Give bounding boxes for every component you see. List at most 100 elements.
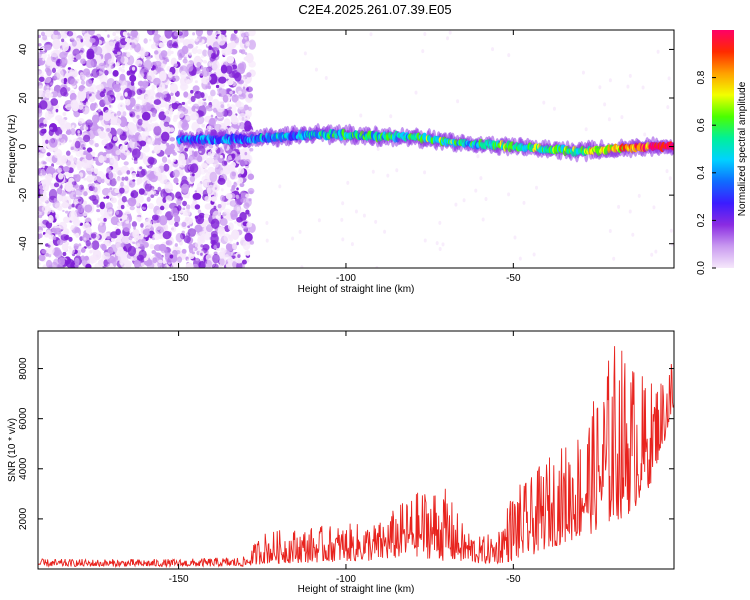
noise-speck (202, 223, 207, 228)
noise-speck (476, 154, 480, 159)
noise-speck (45, 200, 52, 207)
noise-speck (156, 86, 163, 93)
snr-panel: -150 -100 -50 2000 4000 6000 8000 Height of s… (7, 330, 675, 595)
noise-speck (99, 111, 103, 116)
noise-speck (47, 244, 51, 248)
noise-speck (160, 247, 168, 254)
noise-speck (236, 206, 241, 211)
noise-speck (75, 185, 82, 191)
noise-speck (203, 213, 210, 219)
noise-speck (38, 181, 42, 185)
noise-speck (210, 114, 214, 118)
noise-speck (187, 43, 194, 49)
noise-speck (220, 200, 227, 209)
noise-speck (628, 209, 632, 214)
noise-speck (158, 52, 166, 61)
colorbar-axis: 0.0 0.2 0.4 0.6 0.8 (696, 70, 716, 275)
noise-speck (144, 234, 148, 238)
noise-speck (45, 181, 50, 187)
noise-speck (57, 167, 62, 173)
noise-speck (65, 258, 75, 268)
noise-speck (63, 230, 68, 235)
noise-speck (204, 203, 212, 210)
noise-speck (39, 123, 45, 129)
noise-speck (125, 220, 130, 224)
noise-speck (231, 171, 237, 177)
noise-speck (241, 259, 247, 265)
noise-speck (237, 173, 243, 179)
noise-speck (194, 38, 199, 42)
noise-speck (187, 228, 197, 237)
noise-speck (177, 49, 186, 59)
noise-speck (41, 145, 47, 153)
noise-speck (159, 205, 165, 211)
noise-speck (220, 194, 225, 202)
noise-speck (234, 221, 237, 224)
noise-speck (177, 110, 185, 118)
noise-speck (174, 243, 178, 247)
noise-speck (163, 163, 170, 172)
noise-speck (39, 197, 44, 201)
spectrogram-ylabel: Frequency (Hz) (7, 115, 18, 184)
noise-speck (217, 30, 222, 35)
noise-speck (45, 229, 51, 236)
noise-speck (132, 228, 140, 239)
snr-xlabel: Height of straight line (km) (298, 584, 415, 595)
noise-speck (128, 235, 133, 241)
noise-speck (300, 265, 304, 268)
noise-speck (148, 165, 152, 169)
noise-speck (584, 127, 588, 132)
noise-speck (43, 118, 48, 125)
noise-speck (200, 92, 205, 99)
noise-speck (120, 242, 126, 247)
noise-speck (669, 228, 673, 233)
noise-speck (518, 256, 522, 261)
noise-speck (187, 258, 190, 262)
noise-speck (150, 55, 153, 58)
noise-speck (350, 242, 354, 247)
noise-speck (223, 118, 231, 128)
noise-speck (115, 167, 124, 176)
signal-core (670, 143, 674, 151)
noise-speck (51, 109, 56, 114)
noise-speck (119, 116, 128, 128)
noise-speck (207, 82, 211, 86)
noise-speck (116, 110, 122, 117)
spectrogram-heatmap (38, 30, 674, 268)
noise-speck (129, 111, 136, 118)
noise-speck (143, 59, 153, 71)
noise-speck (212, 253, 220, 264)
noise-speck (238, 177, 244, 184)
noise-speck (188, 243, 194, 251)
noise-speck (139, 84, 147, 91)
noise-speck (103, 95, 112, 106)
noise-speck (49, 126, 53, 130)
noise-speck (86, 147, 93, 153)
noise-speck (203, 169, 208, 173)
noise-speck (62, 41, 69, 52)
noise-speck (82, 68, 91, 76)
noise-speck (221, 48, 227, 54)
noise-speck (183, 91, 189, 98)
noise-speck (161, 87, 169, 95)
noise-speck (54, 249, 63, 259)
noise-speck (56, 59, 60, 64)
noise-speck (38, 222, 42, 226)
noise-speck (376, 147, 380, 152)
noise-speck (78, 149, 84, 155)
noise-speck (93, 103, 98, 109)
noise-speck (65, 103, 73, 111)
noise-speck (82, 147, 86, 150)
noise-speck (54, 202, 63, 209)
noise-speck (423, 32, 427, 37)
noise-speck (225, 65, 233, 75)
noise-speck (119, 218, 123, 221)
noise-speck (49, 138, 55, 146)
noise-speck (102, 252, 111, 260)
noise-speck (104, 159, 110, 164)
noise-speck (667, 76, 671, 81)
noise-speck (238, 102, 245, 110)
noise-speck (194, 204, 201, 210)
noise-speck (191, 47, 198, 54)
noise-speck (244, 151, 248, 156)
